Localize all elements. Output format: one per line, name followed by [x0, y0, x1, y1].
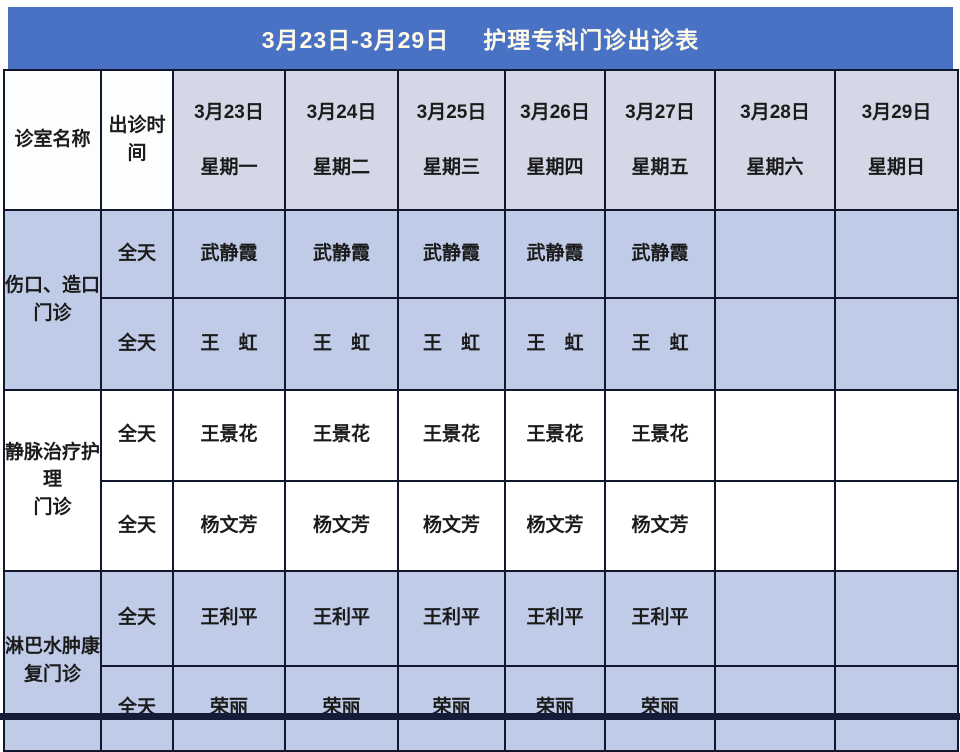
- staff-cell: 王景花: [172, 388, 286, 482]
- room-group-label: 伤口、造口 门诊: [3, 208, 102, 391]
- staff-cell: [834, 296, 959, 391]
- staff-cell: 杨文芳: [172, 479, 286, 572]
- header-visit-time: 出诊时 间: [100, 69, 174, 211]
- staff-cell: [714, 388, 836, 482]
- staff-cell: 杨文芳: [604, 479, 716, 572]
- bottom-bar: [0, 713, 960, 720]
- staff-cell: 王景花: [397, 388, 506, 482]
- room-group-label: 静脉治疗护 理 门诊: [3, 388, 102, 572]
- header-date-4: 3月27日 星期五: [604, 69, 716, 211]
- staff-cell: [834, 208, 959, 299]
- staff-cell: 荣丽: [604, 664, 716, 752]
- header-date-5: 3月28日 星期六: [714, 69, 836, 211]
- header-weekday-label: 星期二: [312, 156, 370, 178]
- staff-cell: [834, 388, 959, 482]
- table-row: 全天 荣丽 荣丽 荣丽 荣丽 荣丽: [4, 664, 959, 752]
- staff-cell: 杨文芳: [397, 479, 506, 572]
- staff-cell: 王利平: [397, 569, 506, 667]
- staff-cell: 王利平: [284, 569, 399, 667]
- staff-cell: 王景花: [284, 388, 399, 482]
- header-date-3: 3月26日 星期四: [504, 69, 606, 211]
- header-date-label: 3月25日: [416, 101, 487, 123]
- staff-cell: [714, 569, 836, 667]
- staff-cell: 武静霞: [397, 208, 506, 299]
- header-date-label: 3月26日: [520, 101, 590, 123]
- staff-cell: 王 虹: [397, 296, 506, 391]
- staff-cell: 荣丽: [284, 664, 399, 752]
- schedule-table: 诊室名称 出诊时 间 3月23日 星期一 3月24日 星期二 3月25日 星期三…: [3, 69, 959, 752]
- staff-cell: [834, 569, 959, 667]
- header-date-label: 3月28日: [740, 101, 810, 123]
- staff-cell: [834, 664, 959, 752]
- staff-cell: 武静霞: [284, 208, 399, 299]
- header-date-label: 3月29日: [861, 101, 932, 123]
- table-row: 淋巴水肿康 复门诊 全天 王利平 王利平 王利平 王利平 王利平: [3, 569, 959, 752]
- staff-cell: 武静霞: [172, 208, 286, 299]
- table-row: 全天 王 虹 王 虹 王 虹 王 虹 王 虹: [4, 296, 959, 391]
- time-cell: 全天: [100, 388, 174, 482]
- header-row: 诊室名称 出诊时 间 3月23日 星期一 3月24日 星期二 3月25日 星期三…: [3, 69, 959, 211]
- header-weekday-label: 星期一: [200, 156, 258, 178]
- staff-cell: 王利平: [172, 569, 286, 667]
- header-date-label: 3月27日: [625, 101, 695, 123]
- title-bar: 3月23日-3月29日 护理专科门诊出诊表: [8, 7, 953, 69]
- header-weekday-label: 星期五: [631, 156, 689, 178]
- staff-cell: 杨文芳: [284, 479, 399, 572]
- staff-cell: 王景花: [604, 388, 716, 482]
- title-date-range: 3月23日-3月29日: [261, 27, 450, 53]
- header-date-label: 3月23日: [194, 101, 264, 123]
- header-date-2: 3月25日 星期三: [397, 69, 506, 211]
- staff-cell: 杨文芳: [504, 479, 606, 572]
- staff-cell: 荣丽: [397, 664, 506, 752]
- header-weekday-label: 星期六: [746, 156, 804, 178]
- page-title: 护理专科门诊出诊表: [483, 27, 700, 53]
- time-cell: 全天: [100, 479, 174, 572]
- staff-cell: [834, 479, 959, 572]
- staff-cell: 王 虹: [504, 296, 606, 391]
- header-weekday-label: 星期日: [867, 156, 925, 178]
- staff-cell: 武静霞: [504, 208, 606, 299]
- time-cell: 全天: [100, 569, 174, 667]
- time-cell: 全天: [100, 208, 174, 299]
- staff-cell: [714, 664, 836, 752]
- header-room-name: 诊室名称: [3, 69, 102, 211]
- time-cell: 全天: [100, 296, 174, 391]
- staff-cell: 王利平: [504, 569, 606, 667]
- staff-cell: [714, 479, 836, 572]
- table-row: 全天 杨文芳 杨文芳 杨文芳 杨文芳 杨文芳: [4, 479, 959, 572]
- header-date-label: 3月24日: [306, 101, 377, 123]
- staff-cell: 王 虹: [172, 296, 286, 391]
- header-weekday-label: 星期四: [526, 156, 584, 178]
- room-group-label: 淋巴水肿康 复门诊: [3, 569, 102, 752]
- header-date-0: 3月23日 星期一: [172, 69, 286, 211]
- header-date-6: 3月29日 星期日: [834, 69, 959, 211]
- header-weekday-label: 星期三: [422, 156, 480, 178]
- staff-cell: 王景花: [504, 388, 606, 482]
- staff-cell: 王 虹: [604, 296, 716, 391]
- header-date-1: 3月24日 星期二: [284, 69, 399, 211]
- staff-cell: 王利平: [604, 569, 716, 667]
- staff-cell: [714, 208, 836, 299]
- table-row: 静脉治疗护 理 门诊 全天 王景花 王景花 王景花 王景花 王景花: [3, 388, 959, 572]
- staff-cell: 荣丽: [504, 664, 606, 752]
- time-cell: 全天: [100, 664, 174, 752]
- staff-cell: 王 虹: [284, 296, 399, 391]
- staff-cell: [714, 296, 836, 391]
- staff-cell: 武静霞: [604, 208, 716, 299]
- staff-cell: 荣丽: [172, 664, 286, 752]
- table-row: 伤口、造口 门诊 全天 武静霞 武静霞 武静霞 武静霞 武静霞: [3, 208, 959, 391]
